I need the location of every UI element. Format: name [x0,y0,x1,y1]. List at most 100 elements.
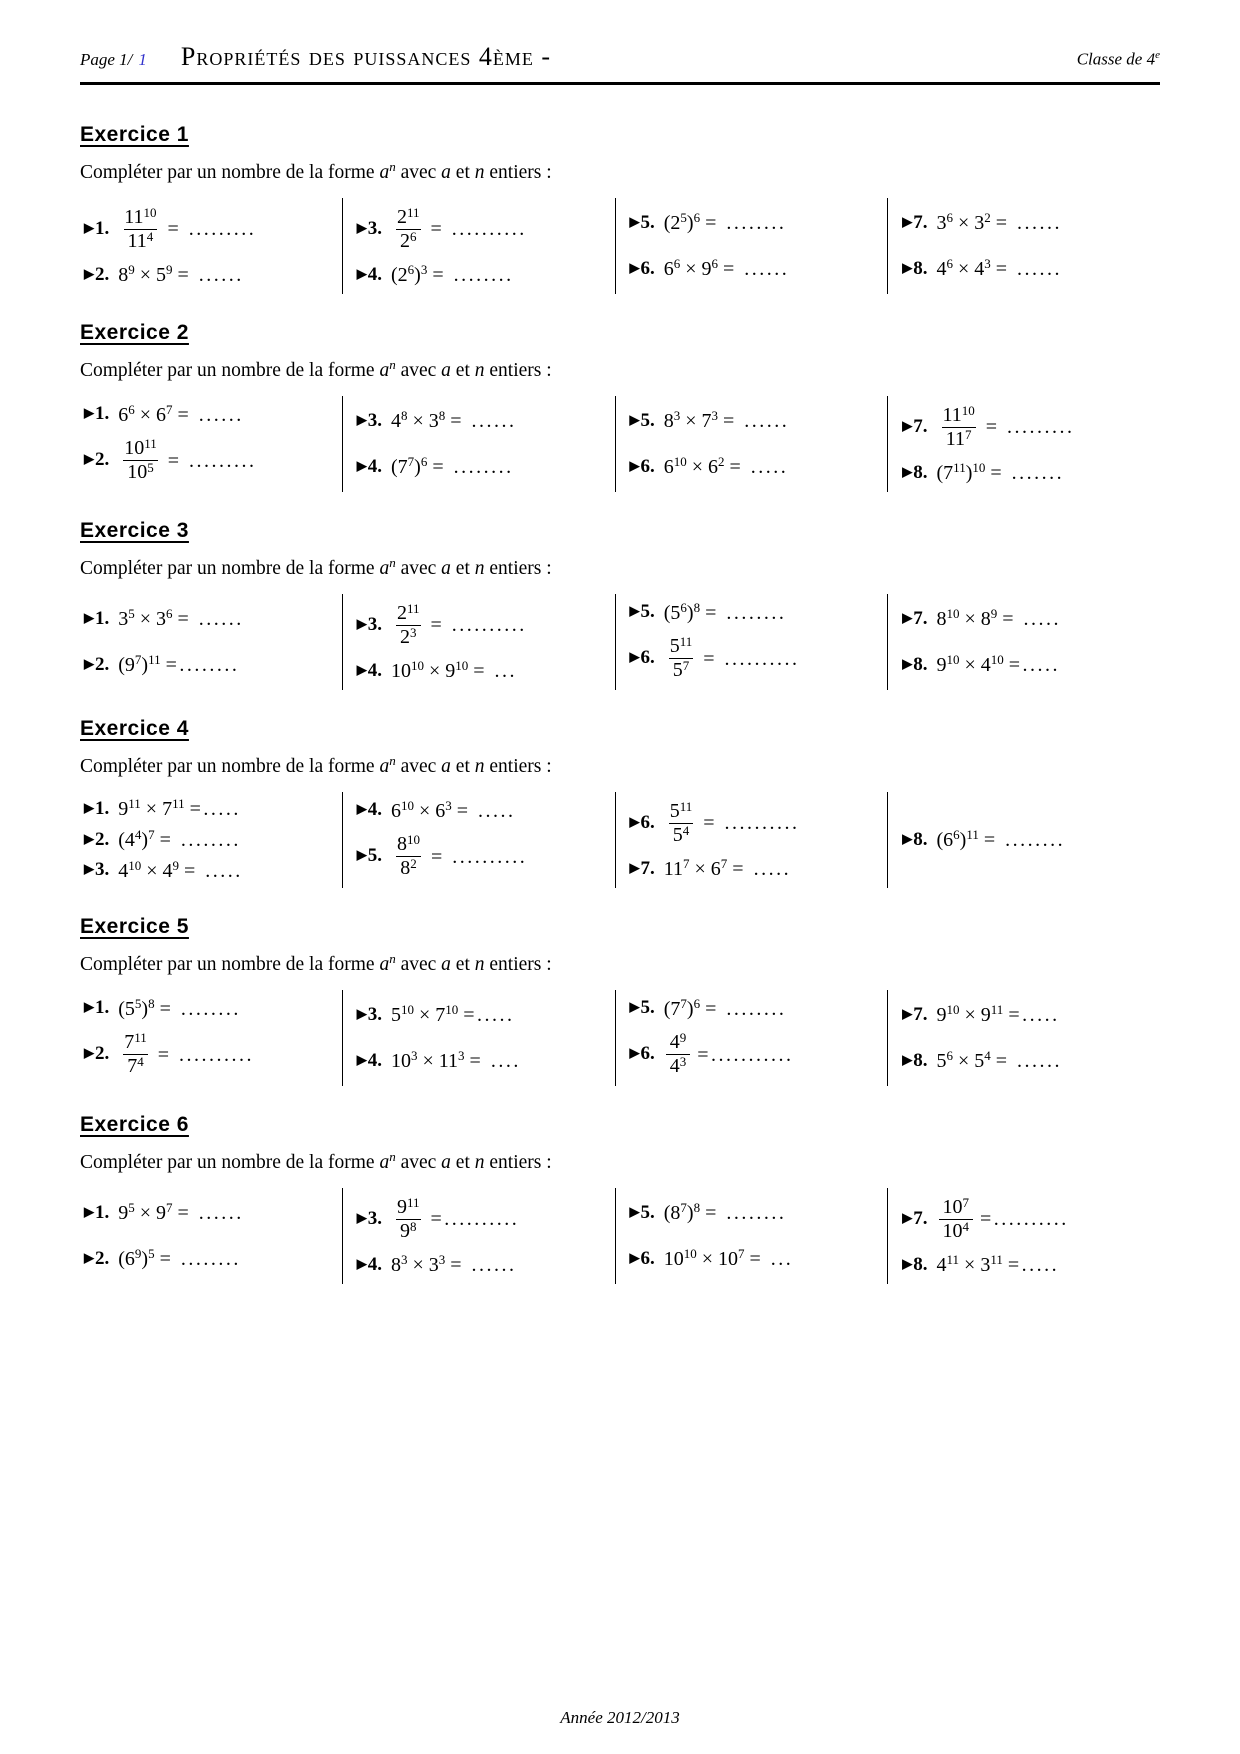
power-exponent: 11 [144,436,157,452]
power-base: 11 [124,205,144,228]
power-term: 97 [125,652,142,676]
item-expression: 48 × 38 [391,408,445,433]
exercise-column: ▶5. (77)6 = ........ ▶6. 49 43 =........... [614,990,888,1086]
power-base: 8 [663,410,674,432]
bullet-arrow-icon: ▶ [84,609,94,625]
item-marker: ▶4. [357,264,382,287]
bullet-arrow-icon: ▶ [902,1005,913,1021]
power-base: 2 [670,212,681,234]
answer-blank: = ........ [159,997,241,1020]
left-paren: ( [118,654,125,676]
item-expression: 83 × 33 [391,1252,445,1277]
item-expression: (25)6 [664,210,700,235]
right-paren: ) [686,997,694,1020]
item-expression: (77)6 [664,996,700,1021]
outer-exponent: 8 [693,599,701,615]
exercise-instruction: Compléter par un nombre de la forme an a… [80,753,1160,778]
item-number: 3. [367,409,382,431]
item-marker: ▶8. [902,1050,927,1073]
right-paren: ) [414,456,421,478]
item-expression: 83 × 73 [663,408,718,433]
answer-blank: =..... [1007,1254,1060,1277]
bullet-arrow-icon: ▶ [356,615,367,631]
fraction-denominator: 82 [396,856,421,880]
power-exponent: 10 [946,1002,960,1017]
power-term: 54 [673,823,690,846]
multiplication-sign: × [959,654,981,676]
power-exponent: 9 [128,262,135,278]
bullet-arrow-icon: ▶ [356,847,367,863]
power-exponent: 6 [410,228,417,244]
answer-blank: = ........ [432,456,514,478]
bullet-arrow-icon: ▶ [902,830,913,846]
power-base: 6 [124,1248,135,1270]
multiplication-sign: × [953,212,975,234]
power-term: 67 [711,856,728,880]
power-base: 11 [438,1050,459,1072]
power-exponent: 6 [166,606,173,621]
power-term: 44 [125,827,142,851]
power-exponent: 10 [946,606,960,621]
power-term: 56 [937,1048,954,1072]
fraction-numerator: 511 [666,634,697,658]
item-number: 1. [95,997,110,1019]
bullet-arrow-icon: ▶ [902,1255,913,1271]
item-expression: 610 × 62 [664,454,725,479]
item-expression: 910 × 911 [937,1002,1004,1027]
power-base: 7 [162,798,173,821]
power-exponent: 5 [134,995,142,1011]
instruction-text: et [450,558,475,579]
item-expression: 66 × 67 [118,402,172,427]
item-number: 1. [95,1201,110,1223]
answer-blank: = ........ [159,828,241,851]
power-term: 610 [391,798,414,822]
exercise-item: ▶2. 711 74 = .......... [84,1030,336,1079]
item-marker: ▶6. [630,456,655,479]
bullet-arrow-icon: ▶ [902,1209,913,1225]
item-expression: 1011 105 [118,436,163,485]
fraction-numerator: 49 [666,1030,691,1054]
power-term: 48 [391,408,408,432]
power-base: 7 [127,1055,138,1078]
answer-blank: = ... [749,1248,794,1270]
power-exponent: 10 [143,204,157,220]
page-footer: Année 2012/2013 [0,1708,1240,1728]
right-paren: ) [141,1248,149,1270]
item-expression: 56 × 54 [937,1048,991,1073]
power-base: 6 [391,799,401,822]
exercise-item: ▶5. (77)6 = ........ [630,996,882,1021]
power-term: 83 [663,408,681,432]
item-number: 3. [367,1003,382,1025]
power-term: 95 [118,1200,135,1224]
answer-blank: = ..... [732,858,792,881]
answer-blank: = ...... [450,1254,517,1277]
power-exponent: 8 [410,1218,417,1234]
answer-blank: = .......... [430,614,527,637]
exercise-item: ▶7. 1110 117 = ......... [902,403,1154,452]
fraction: 107 104 [938,1195,973,1243]
power-base: 6 [943,829,954,851]
power-term: 511 [670,634,693,657]
variable-a: a [379,162,390,183]
fraction-denominator: 57 [668,658,694,682]
page-number-link[interactable]: 1 [138,50,147,69]
exercise-column: ▶7. 1110 117 = ......... ▶8. (711)10 = ....... [887,396,1160,492]
instruction-text: et [450,756,475,777]
answer-blank: = ..... [729,456,789,478]
bullet-arrow-icon: ▶ [84,799,94,815]
answer-blank: = ..... [456,799,516,822]
power-term: 32 [974,210,991,234]
power-exponent: 3 [445,797,452,813]
item-marker: ▶4. [357,456,382,479]
power-base: 4 [980,654,991,676]
answer-blank: = ........ [705,1202,787,1224]
item-number: 7. [913,607,928,629]
power-base: 7 [435,1004,446,1026]
item-marker: ▶7. [902,416,927,439]
power-exponent: 10 [673,454,687,469]
item-number: 4. [367,1253,382,1275]
power-base: 3 [936,212,947,234]
power-exponent: 10 [683,1246,697,1261]
bullet-arrow-icon: ▶ [356,661,367,677]
multiplication-sign: × [959,1254,981,1277]
